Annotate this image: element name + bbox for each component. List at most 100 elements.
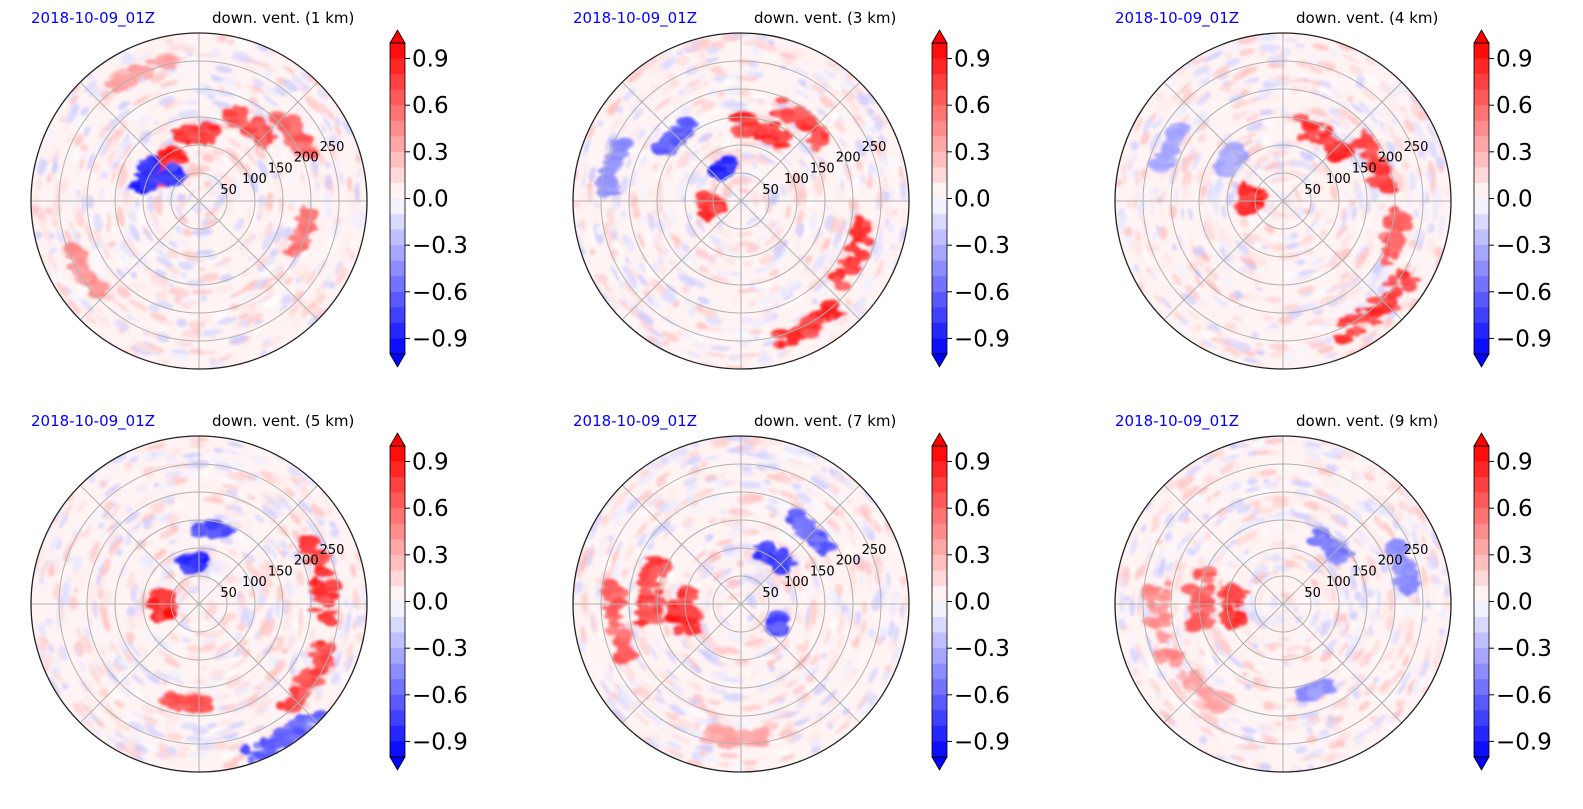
colorbar-tick-label: −0.6 [412,683,468,709]
polar-frame [1114,435,1452,773]
polar-grid [573,33,909,369]
colorbar-tick-label: 0.0 [1496,590,1533,616]
colorbar-tick-label: −0.9 [954,326,1010,352]
colorbar-tick-label: −0.9 [412,326,468,352]
colorbar-tick-label: −0.3 [1496,233,1552,259]
panel-9km: 50 100 150 200 250 0.9 0.6 0.3 0.0 −0.3 −0.6 −0.9 2… [1084,403,1583,783]
field-shading [1115,33,1451,369]
colorbar: 0.9 0.6 0.3 0.0 −0.3 −0.6 −0.9 [931,432,1010,771]
colorbar-tick-label: −0.6 [954,683,1010,709]
date-label: 2018-10-09_01Z [573,412,698,430]
colorbar-tick-label: 0.6 [1496,93,1533,119]
colorbar-tick-label: −0.9 [954,729,1010,755]
radial-tick-label: 200 [1378,554,1403,569]
panel-title: down. vent. (7 km) [754,412,897,430]
radial-tick-label: 250 [862,140,887,155]
colorbar-tick-label: 0.3 [1496,140,1533,166]
colorbar-tick-label: −0.3 [954,636,1010,662]
radial-tick-label: 150 [1352,161,1377,176]
radial-tick-label: 200 [836,151,861,166]
polar-frame [572,435,910,773]
polar-frame [1114,32,1452,370]
colorbar-tick-label: −0.6 [1496,280,1552,306]
colorbar: 0.9 0.6 0.3 0.0 −0.3 −0.6 −0.9 [389,29,468,368]
colorbar-tick-label: 0.9 [954,47,991,73]
radial-tick-label: 50 [762,183,779,198]
radial-tick-label: 50 [220,183,237,198]
colorbar-tick-label: 0.0 [1496,187,1533,213]
colorbar-tick-label: −0.6 [1496,683,1552,709]
colorbar: 0.9 0.6 0.3 0.0 −0.3 −0.6 −0.9 [1473,29,1552,368]
panel-title: down. vent. (1 km) [212,9,355,27]
colorbar-tick-label: 0.6 [412,496,449,522]
colorbar-tick-label: 0.0 [954,187,991,213]
radial-tick-label: 250 [1404,543,1429,558]
colorbar-tick-label: −0.3 [1496,636,1552,662]
radial-tick-label: 50 [1304,586,1321,601]
radial-tick-label: 100 [242,172,267,187]
polar-grid [1115,436,1451,772]
colorbar-tick-label: 0.6 [954,496,991,522]
colorbar: 0.9 0.6 0.3 0.0 −0.3 −0.6 −0.9 [1473,432,1552,771]
panel-7km: 50 100 150 200 250 0.9 0.6 0.3 0.0 −0.3 −0.6 −0.9 2… [542,403,1082,783]
radial-tick-label: 150 [268,564,293,579]
polar-grid [1115,33,1451,369]
colorbar-tick-label: 0.3 [412,140,449,166]
date-label: 2018-10-09_01Z [1115,9,1240,27]
radial-tick-label: 250 [862,543,887,558]
colorbar-tick-label: 0.9 [412,450,449,476]
radial-tick-label: 250 [320,140,345,155]
radial-tick-label: 100 [1326,575,1351,590]
radial-tick-label: 150 [268,161,293,176]
field-shading [33,436,367,770]
colorbar-tick-label: 0.6 [954,93,991,119]
radial-tick-label: 250 [1404,140,1429,155]
panel-3km: 50 100 150 200 250 0.9 0.6 0.3 0.0 −0.3 −0.6 −0.9 2… [542,0,1082,380]
colorbar-tick-label: −0.9 [1496,729,1552,755]
panel-4km: 50 100 150 200 250 0.9 0.6 0.3 0.0 −0.3 −0.6 −0.9 2… [1084,0,1583,380]
radial-tick-label: 150 [1352,564,1377,579]
colorbar-tick-label: −0.6 [954,280,1010,306]
panel-title: down. vent. (9 km) [1296,412,1439,430]
radial-tick-label: 200 [836,554,861,569]
colorbar-tick-label: 0.6 [1496,496,1533,522]
polar-grid [31,33,367,369]
radial-tick-label: 50 [220,586,237,601]
colorbar-tick-label: 0.3 [954,140,991,166]
colorbar-tick-label: −0.9 [412,729,468,755]
polar-frame [30,32,368,370]
colorbar-tick-label: −0.3 [412,233,468,259]
radial-tick-label: 100 [1326,172,1351,187]
radial-tick-label: 200 [294,151,319,166]
colorbar: 0.9 0.6 0.3 0.0 −0.3 −0.6 −0.9 [389,432,468,771]
field-shading [1116,436,1451,772]
panel-title: down. vent. (3 km) [754,9,897,27]
panel-5km: 50 100 150 200 250 0.9 0.6 0.3 0.0 −0.3 −0.6 −0.9 2… [0,403,540,783]
date-label: 2018-10-09_01Z [1115,412,1240,430]
colorbar-tick-label: −0.3 [954,233,1010,259]
radial-tick-label: 50 [1304,183,1321,198]
radial-tick-label: 150 [810,161,835,176]
colorbar-tick-label: 0.0 [412,590,449,616]
polar-frame [572,32,910,370]
colorbar: 0.9 0.6 0.3 0.0 −0.3 −0.6 −0.9 [931,29,1010,368]
polar-frame [30,435,368,773]
field-shading [573,436,909,772]
colorbar-tick-label: 0.9 [1496,47,1533,73]
radial-tick-label: 50 [762,586,779,601]
date-label: 2018-10-09_01Z [31,9,156,27]
colorbar-tick-label: −0.9 [1496,326,1552,352]
date-label: 2018-10-09_01Z [31,412,156,430]
colorbar-tick-label: 0.9 [1496,450,1533,476]
colorbar-tick-label: 0.3 [954,543,991,569]
polar-grid [31,436,367,772]
colorbar-tick-label: 0.9 [954,450,991,476]
colorbar-tick-label: −0.6 [412,280,468,306]
radial-tick-label: 250 [320,543,345,558]
